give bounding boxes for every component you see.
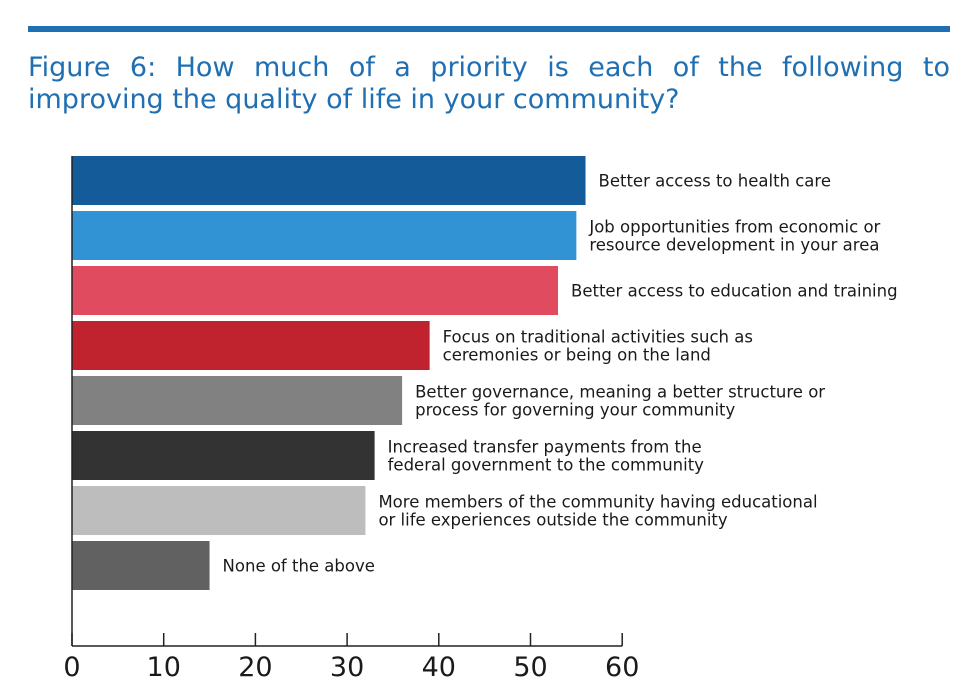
bar-label-line: Increased transfer payments from the — [388, 438, 702, 457]
bar-label-5: Better governance, meaning a better stru… — [415, 383, 825, 420]
top-rule — [28, 26, 950, 32]
x-tick-label-60: 60 — [605, 652, 639, 683]
bar-label-line: Focus on traditional activities such as — [443, 328, 753, 347]
figure-title: Figure 6: How much of a priority is each… — [28, 52, 950, 115]
bar-3 — [72, 266, 559, 315]
bar-label-line: Better access to education and training — [571, 282, 898, 301]
bar-label-line: Job opportunities from economic or — [588, 218, 880, 237]
bar-6 — [72, 431, 375, 480]
bar-8 — [72, 541, 210, 590]
bar-label-4: Focus on traditional activities such as c… — [443, 328, 753, 365]
bar-label-8: None of the above — [223, 557, 375, 576]
bar-label-line: process for governing your community — [415, 401, 735, 420]
bar-label-line: resource development in your area — [589, 236, 879, 255]
x-tick-label-20: 20 — [238, 652, 272, 683]
x-tick-label-0: 0 — [63, 652, 80, 683]
x-tick-label-10: 10 — [147, 652, 181, 683]
bar-label-line: or life experiences outside the communit… — [378, 511, 727, 530]
bar-label-3: Better access to education and training — [571, 282, 898, 301]
bar-label-2: Job opportunities from economic or resour… — [588, 218, 880, 255]
bar-label-line: federal government to the community — [388, 456, 705, 475]
bar-4 — [72, 321, 430, 370]
bar-label-line: Better access to health care — [599, 172, 831, 191]
bar-label-line: Better governance, meaning a better stru… — [415, 383, 825, 402]
x-tick-label-40: 40 — [422, 652, 456, 683]
x-tick-label-50: 50 — [513, 652, 547, 683]
bar-label-line: ceremonies or being on the land — [443, 346, 711, 365]
bar-label-6: Increased transfer payments from the fede… — [388, 438, 705, 475]
bar-label-7: More members of the community having edu… — [378, 493, 817, 530]
bar-7 — [72, 486, 366, 535]
bar-label-1: Better access to health care — [599, 172, 831, 191]
bar-label-line: More members of the community having edu… — [378, 493, 817, 512]
bar-1 — [72, 156, 586, 205]
bar-2 — [72, 211, 577, 260]
bar-5 — [72, 376, 403, 425]
bar-label-line: None of the above — [223, 557, 375, 576]
x-tick-label-30: 30 — [330, 652, 364, 683]
